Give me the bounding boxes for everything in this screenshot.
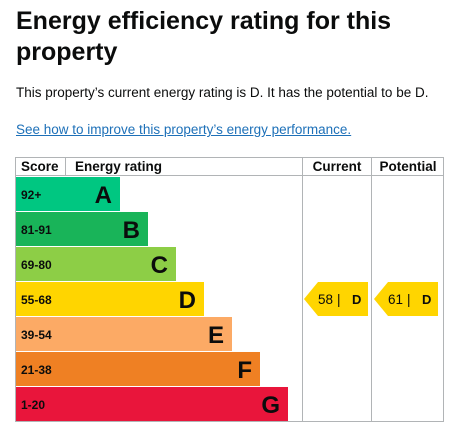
header-energy-rating: Energy rating: [75, 159, 162, 174]
page-title: Energy efficiency rating for this proper…: [16, 7, 392, 66]
band-row-e: 39-54 E: [16, 317, 232, 351]
band-range-label: 1-20: [21, 398, 45, 412]
band-letter: C: [151, 252, 168, 279]
band-range-label: 92+: [21, 188, 41, 202]
band-row-a: 92+ A: [16, 177, 120, 211]
header-current: Current: [313, 159, 362, 174]
band-bar-g: [16, 387, 288, 421]
band-bar-f: [16, 352, 260, 386]
band-range-label: 21-38: [21, 363, 52, 377]
band-bar-c: [16, 247, 176, 281]
band-row-g: 1-20 G: [16, 387, 288, 421]
rating-bands: 92+ A 81-91 B 69-80 C 55-68 D 39-54 E 21-38 F 1-20 G: [16, 177, 288, 421]
band-letter: A: [95, 182, 112, 209]
current-arrow-shape: [304, 282, 368, 316]
current-score: 58: [318, 292, 333, 307]
band-bar-e: [16, 317, 232, 351]
band-letter: E: [208, 322, 224, 349]
chart-grid: [15, 157, 444, 422]
band-bar-a: [16, 177, 120, 211]
potential-arrow-shape: [374, 282, 438, 316]
current-rating-arrow: 58 | D: [304, 282, 368, 316]
band-bar-d: [16, 282, 204, 316]
band-letter: G: [261, 392, 280, 419]
band-row-c: 69-80 C: [16, 247, 176, 281]
current-separator: |: [337, 292, 341, 307]
band-row-f: 21-38 F: [16, 352, 260, 386]
header-potential: Potential: [379, 159, 436, 174]
improve-performance-link[interactable]: See how to improve this property’s energ…: [16, 122, 352, 137]
current-letter: D: [352, 292, 361, 307]
band-bar-b: [16, 212, 148, 246]
band-letter: F: [237, 357, 252, 384]
potential-separator: |: [407, 292, 411, 307]
band-range-label: 55-68: [21, 293, 52, 307]
band-letter: D: [179, 287, 196, 314]
band-range-label: 81-91: [21, 223, 52, 237]
band-range-label: 69-80: [21, 258, 52, 272]
header-score: Score: [21, 159, 59, 174]
band-row-b: 81-91 B: [16, 212, 148, 246]
rating-summary: This property’s current energy rating is…: [16, 85, 429, 100]
band-letter: B: [123, 217, 140, 244]
band-row-d: 55-68 D: [16, 282, 204, 316]
band-range-label: 39-54: [21, 328, 52, 342]
potential-letter: D: [422, 292, 431, 307]
potential-score: 61: [388, 292, 403, 307]
potential-rating-arrow: 61 | D: [374, 282, 438, 316]
